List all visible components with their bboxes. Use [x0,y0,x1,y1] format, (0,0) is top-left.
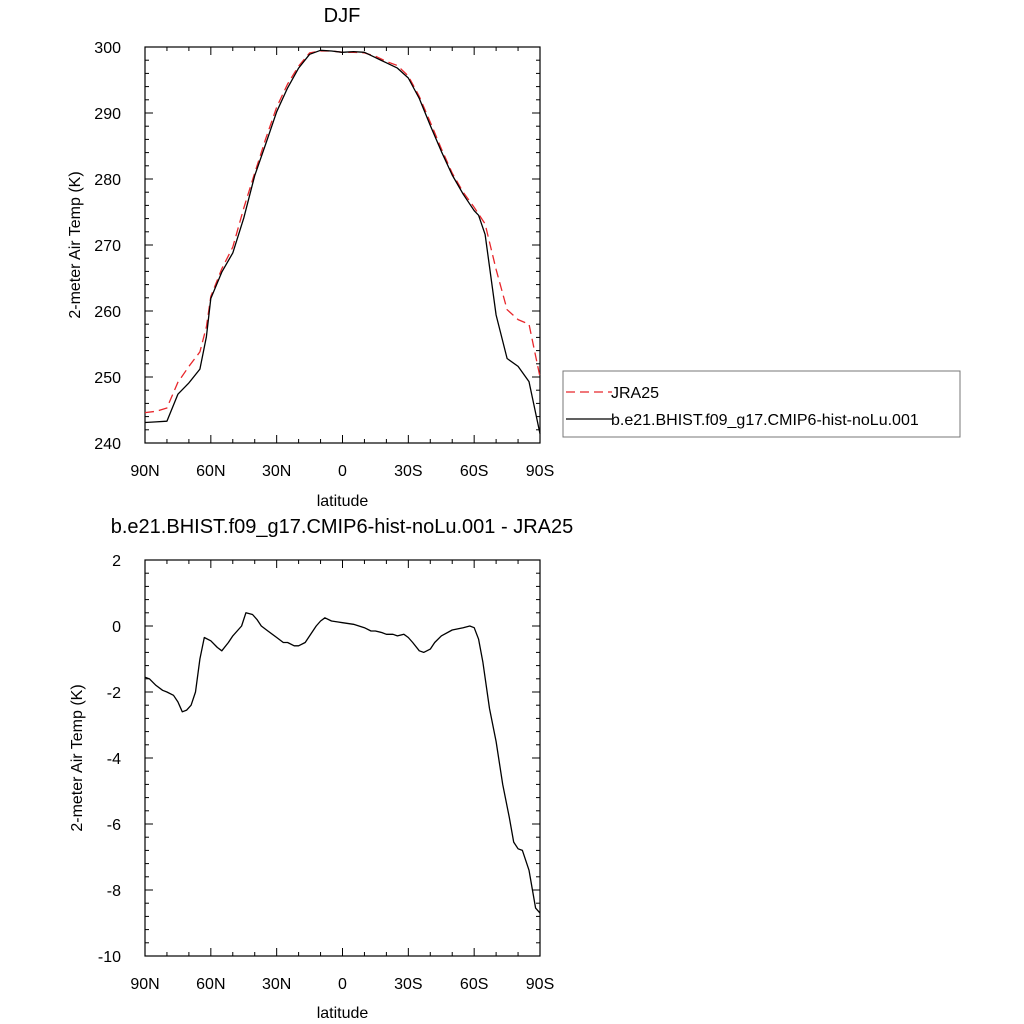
y-tick-label: 0 [112,619,121,636]
chart-panel-1: DJF 90N 60N 30N 0 30S 60S 90S 240 250 260 270 280 290… [67,5,961,510]
chart-title: b.e21.BHIST.f09_g17.CMIP6-hist-noLu.001 … [111,516,573,538]
y-tick-label: -2 [107,685,121,702]
x-axis-label: latitude [317,493,369,510]
x-tick-label: 0 [338,463,347,480]
y-tick-label: -4 [107,751,121,768]
x-tick-label: 60S [460,463,488,480]
x-tick-label: 90N [130,463,159,480]
chart-title: DJF [324,5,361,27]
y-tick-label: 2 [112,553,121,570]
y-tick-label: 290 [94,106,121,123]
x-tick-label: 60S [460,976,488,993]
x-tick-label: 90S [526,976,554,993]
legend: JRA25 b.e21.BHIST.f09_g17.CMIP6-hist-noLu… [562,370,961,438]
plot-frame [144,559,541,957]
legend-box [562,370,961,438]
y-tick-label: -8 [107,883,121,900]
difference-line [144,612,541,914]
x-tick-label: 30S [394,463,422,480]
y-tick-label: 270 [94,238,121,255]
y-tick-label: 240 [94,436,121,453]
x-axis-label: latitude [317,1005,369,1022]
x-tick-label: 90S [526,463,554,480]
y-axis-label: 2-meter Air Temp (K) [69,684,86,831]
x-tick-label: 0 [338,976,347,993]
y-tick-label: 300 [94,40,121,57]
x-tick-label: 30N [262,976,291,993]
y-tick-label: -10 [98,949,121,966]
legend-label: JRA25 [611,385,659,402]
chart-panel-2: b.e21.BHIST.f09_g17.CMIP6-hist-noLu.001 … [69,516,573,1022]
y-tick-label: 280 [94,172,121,189]
series-line-reference [144,50,541,414]
x-tick-label: 30S [394,976,422,993]
y-tick-label: 260 [94,304,121,321]
x-tick-label: 60N [196,463,225,480]
legend-label: b.e21.BHIST.f09_g17.CMIP6-hist-noLu.001 [611,412,919,429]
plot-frame [144,46,541,444]
y-tick-label: 250 [94,370,121,387]
x-tick-label: 30N [262,463,291,480]
x-tick-label: 60N [196,976,225,993]
y-tick-label: -6 [107,817,121,834]
y-axis-label: 2-meter Air Temp (K) [67,171,84,318]
x-tick-label: 90N [130,976,159,993]
series-line-model [144,49,541,434]
